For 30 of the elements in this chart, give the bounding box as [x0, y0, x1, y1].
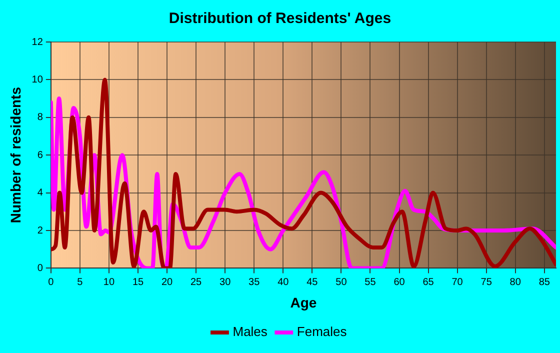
- x-tick-label: 20: [161, 276, 174, 288]
- x-tick-label: 50: [336, 276, 348, 288]
- x-axis-title: Age: [290, 294, 317, 310]
- y-tick-label: 6: [37, 150, 44, 161]
- chart-title: Distribution of Residents' Ages: [168, 10, 392, 28]
- x-tick-label: 40: [278, 276, 290, 288]
- y-tick-label: 4: [37, 188, 44, 199]
- y-tick-label: 0: [37, 262, 44, 274]
- x-tick-label: 80: [510, 276, 522, 288]
- x-tick-label: 70: [452, 276, 464, 288]
- y-axis-title: Number of residents: [7, 86, 24, 224]
- x-tick-label: 15: [132, 276, 144, 288]
- x-tick-label: 0: [48, 276, 54, 288]
- x-tick-label: 10: [103, 276, 115, 288]
- y-tick-label: 8: [37, 112, 44, 124]
- x-tick-label: 5: [77, 276, 84, 288]
- x-tick-label: 65: [422, 276, 434, 288]
- x-tick-label: 75: [480, 276, 492, 288]
- y-tick-label: 10: [32, 74, 44, 86]
- x-tick-label: 85: [538, 276, 550, 288]
- legend-label: Males: [232, 324, 268, 340]
- x-tick-label: 60: [394, 276, 406, 288]
- x-tick-label: 35: [248, 276, 260, 288]
- x-tick-label: 25: [190, 276, 202, 288]
- legend-label: Females: [296, 324, 348, 340]
- x-tick-label: 55: [364, 276, 376, 288]
- x-tick-label: 30: [220, 276, 232, 288]
- y-tick-label: 12: [32, 36, 44, 48]
- x-tick-label: 45: [306, 276, 318, 288]
- y-tick-label: 2: [37, 225, 44, 236]
